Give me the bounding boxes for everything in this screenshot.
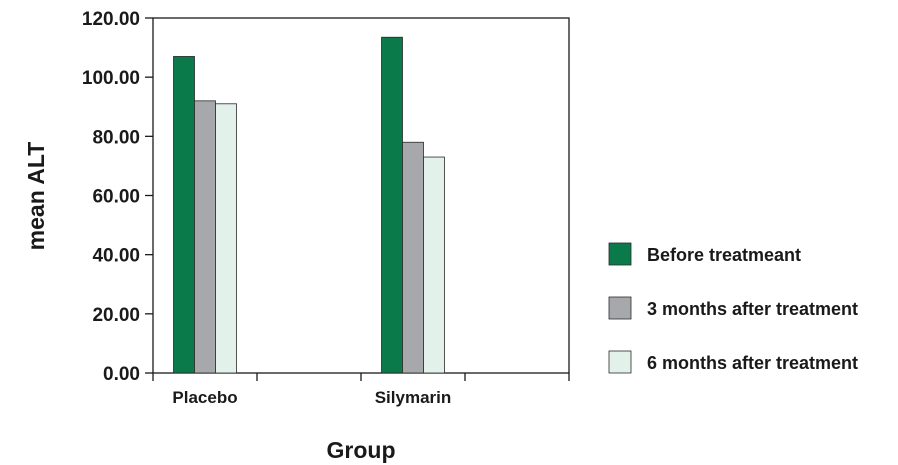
y-tick-label: 100.00 (82, 68, 140, 89)
bar-silymarin-series-1 (381, 36, 403, 374)
category-label: Placebo (172, 388, 237, 407)
y-axis: 0.00 20.00 40.00 60.00 80.00 100.00 120.00 (82, 9, 153, 385)
legend-label: 3 months after treatment (647, 299, 858, 319)
y-tick-label: 80.00 (92, 127, 140, 148)
x-axis-title: Group (327, 437, 396, 463)
y-tick-label: 0.00 (103, 364, 140, 385)
category-label: Silymarin (375, 388, 452, 407)
bar-silymarin-series-2 (402, 141, 424, 374)
legend: Before treatmeant 3 months after treatmen… (608, 242, 858, 374)
bar-placebo-series-3 (215, 103, 237, 374)
bars (173, 36, 445, 374)
y-tick-label: 20.00 (92, 305, 140, 326)
y-tick-label: 60.00 (92, 187, 140, 208)
legend-swatch (608, 350, 632, 374)
legend-swatch (608, 296, 632, 320)
legend-label: 6 months after treatment (647, 353, 858, 373)
bar-silymarin-series-3 (423, 156, 445, 374)
bar-placebo-series-2 (194, 100, 216, 374)
legend-label: Before treatmeant (647, 245, 801, 265)
y-axis-title: mean ALT (23, 142, 49, 251)
bar-placebo-series-1 (173, 56, 195, 374)
legend-swatch (608, 242, 632, 266)
y-tick-label: 40.00 (92, 246, 140, 267)
x-axis: Placebo Silymarin (152, 373, 570, 407)
y-tick-label: 120.00 (82, 9, 140, 30)
